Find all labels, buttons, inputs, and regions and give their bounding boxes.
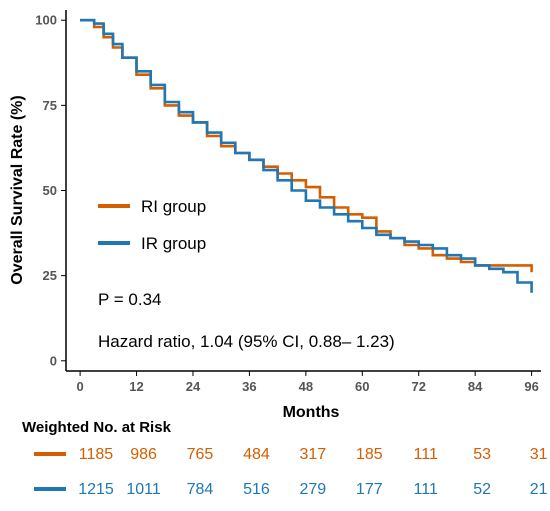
risk-value: 177	[356, 481, 383, 498]
risk-value: 111	[414, 481, 438, 498]
y-axis-title: Overall Survival Rate (%)	[9, 95, 26, 284]
hazard-ratio-text: Hazard ratio, 1.04 (95% CI, 0.88– 1.23)	[98, 332, 395, 351]
risk-value: 516	[243, 481, 270, 498]
risk-value: 279	[299, 481, 326, 498]
risk-value: 986	[130, 446, 157, 463]
x-tick-label: 24	[186, 379, 201, 394]
x-tick-label: 36	[242, 379, 256, 394]
legend-label: IR group	[141, 234, 206, 253]
risk-value: 21	[530, 481, 548, 498]
x-tick-label: 72	[411, 379, 425, 394]
risk-value: 53	[473, 446, 491, 463]
x-axis-title: Months	[283, 404, 340, 421]
risk-value: 31	[530, 446, 548, 463]
y-tick-label: 100	[35, 13, 57, 28]
axes: 0 25 50 75 100 0 12 24 36 48 60 72 84 96	[35, 10, 541, 394]
y-tick-label: 50	[43, 183, 57, 198]
risk-value: 317	[299, 446, 326, 463]
risk-value: 484	[243, 446, 270, 463]
x-tick-label: 96	[524, 379, 538, 394]
x-tick-label: 48	[299, 379, 313, 394]
y-tick-label: 75	[43, 98, 57, 113]
series-line-ir-group	[80, 18, 533, 293]
risk-value: 1185	[79, 446, 114, 463]
risk-value: 111	[414, 446, 438, 463]
risk-table: 1185 986 765 484 317 185 111 53 31 1215 1011 784 516…	[34, 446, 548, 498]
risk-value: 52	[473, 481, 491, 498]
legend: RI group IR group	[98, 197, 206, 253]
x-tick-label: 60	[355, 379, 369, 394]
risk-value: 185	[356, 446, 383, 463]
y-tick-label: 25	[43, 268, 57, 283]
x-tick-label: 0	[76, 379, 83, 394]
risk-table-title: Weighted No. at Risk	[22, 419, 172, 436]
y-tick-label: 0	[50, 353, 57, 368]
x-tick-label: 84	[468, 379, 483, 394]
risk-value: 1011	[126, 481, 161, 498]
p-value-text: P = 0.34	[98, 290, 162, 309]
survival-curves	[80, 18, 533, 293]
risk-value: 765	[187, 446, 214, 463]
risk-value: 784	[187, 481, 214, 498]
x-tick-label: 12	[129, 379, 143, 394]
legend-label: RI group	[141, 197, 206, 216]
risk-value: 1215	[78, 481, 114, 498]
